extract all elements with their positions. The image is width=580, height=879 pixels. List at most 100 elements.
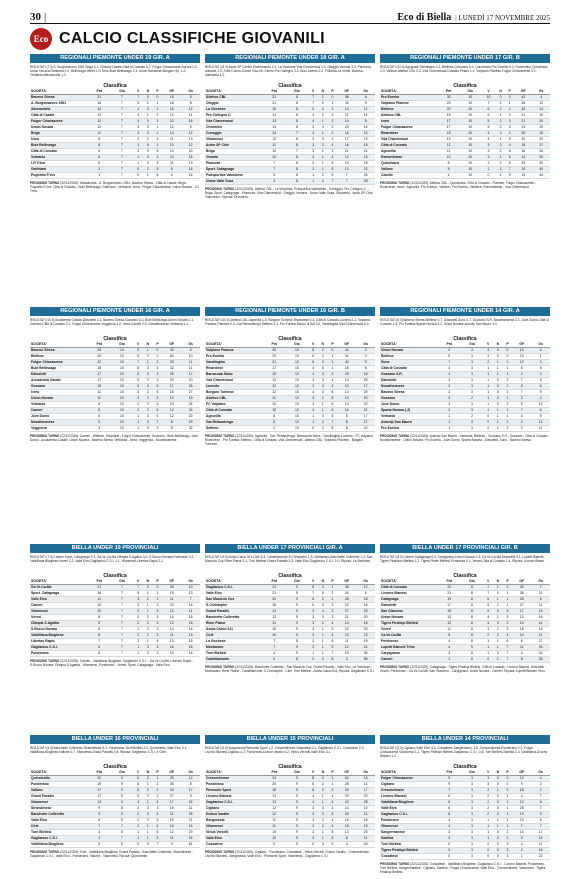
stat-cell: 1 [152, 106, 163, 113]
stat-cell: 10 [263, 626, 286, 633]
stat-cell: 4 [483, 614, 493, 621]
stat-cell: 10 [263, 407, 286, 414]
team-name: Valdilliana Biogliese [30, 632, 88, 639]
stat-cell: 21 [514, 118, 533, 125]
table-header-row: SOCIETA' Pnt Gio V N P GF Gs [205, 342, 375, 348]
stat-cell: 1 [483, 383, 493, 390]
stat-cell: 19 [88, 781, 111, 788]
stat-cell: 8 [327, 656, 338, 663]
team-name: Diavoletti [30, 371, 88, 378]
team-name: Città di Cossato [380, 584, 438, 591]
stat-cell: 10 [459, 148, 482, 155]
stat-cell: 2 [495, 148, 506, 155]
stat-cell: 14 [514, 154, 533, 161]
stat-cell: 4 [308, 112, 318, 119]
stat-cell: 8 [460, 650, 484, 657]
table-row: Cameri 1 8 0 1 7 8 26 [380, 656, 550, 663]
stat-cell: 12 [356, 584, 375, 591]
stat-cell: 13 [356, 154, 375, 161]
stat-cell: 26 [263, 347, 286, 354]
stat-cell: 10 [110, 371, 134, 378]
stat-cell: 6 [531, 407, 550, 414]
stat-cell: 12 [263, 377, 286, 384]
stat-cell: 7 [483, 584, 493, 591]
stat-cell: 7 [110, 590, 134, 597]
stat-cell: 7 [110, 130, 134, 137]
team-name: Rivarolese [205, 365, 263, 372]
stat-cell: 10 [162, 142, 182, 149]
stat-cell: 0 [502, 787, 513, 794]
stat-cell: 54 [162, 353, 182, 360]
stat-cell: 5 [152, 166, 163, 173]
stat-cell: 6 [308, 353, 318, 360]
table-row: Tigers Piraticpi Biellesi 12 8 3 3 2 13 11 [380, 620, 550, 627]
stat-cell: 8 [308, 347, 318, 354]
table-row: La Vischese 15 8 5 0 3 14 11 [205, 106, 375, 113]
team-name: Gozzano [30, 383, 88, 390]
stat-cell: 14 [531, 419, 550, 426]
stat-cell: 2 [483, 793, 493, 800]
stat-cell: 1 [327, 353, 338, 360]
stat-cell: 32 [162, 365, 182, 372]
table-header-row: SOCIETA' Pnt Gio V N P GF Gs [380, 89, 550, 95]
stat-cell: 5 [327, 166, 338, 173]
stat-cell: 29 [532, 160, 550, 167]
stat-cell: 14 [531, 835, 550, 842]
stat-cell: 2 [133, 817, 143, 824]
column-header: Gio [110, 89, 134, 95]
stat-cell: 11 [181, 112, 200, 119]
stat-cell: 12 [512, 359, 532, 366]
stat-cell: 8 [460, 626, 484, 633]
stat-cell: 3 [531, 359, 550, 366]
stat-cell: 13 [337, 829, 357, 836]
team-name: Aosta Calcio 511 [205, 626, 263, 633]
table-row: Banchette Colleretto 12 9 3 3 3 21 20 [205, 614, 375, 621]
table-row: Torri Biellesi 4 8 1 1 6 12 29 [30, 829, 200, 836]
stat-cell: 3 [460, 799, 484, 806]
section-title: BIELLA UNDER 14 PROVINCIALI [380, 735, 550, 744]
team-name: Gaglianico C.S.I. [205, 799, 263, 806]
stat-cell: 3 [308, 124, 318, 131]
stat-cell: 0 [492, 347, 503, 354]
team-name: Vallone [30, 787, 88, 794]
stat-cell: 0 [142, 118, 153, 125]
stat-cell: 7 [110, 94, 134, 101]
standings-section: BIELLA UNDER 17 PROVINCIALI GIR. B RISULT… [380, 544, 550, 678]
stat-cell: 10 [110, 377, 134, 384]
stat-cell: 2 [317, 419, 328, 426]
team-name: Quinchiara [380, 160, 438, 167]
stat-cell: 3 [460, 353, 484, 360]
stat-cell: 6 [327, 389, 338, 396]
stat-cell: 23 [181, 419, 200, 426]
stat-cell: 42 [514, 94, 533, 101]
stat-cell: 2 [142, 596, 153, 603]
stat-cell: 3 [483, 781, 493, 788]
results-text: RISULTATI (5 ll) Baveno Stresa-Biellese … [380, 318, 549, 327]
stat-cell: 2 [495, 106, 506, 113]
team-name: Vda Charvensod [205, 377, 263, 384]
stat-cell: 7 [438, 359, 461, 366]
column-header: V [483, 579, 493, 585]
stat-cell: 1 [317, 166, 328, 173]
stat-cell: 1 [438, 172, 460, 179]
stat-cell: 20 [356, 401, 375, 408]
stat-cell: 21 [88, 584, 111, 591]
stat-cell: 6 [327, 407, 338, 414]
section-title: REGIONALI PIEMONTE UNDER 14 GIR. A [380, 307, 550, 316]
stat-cell: 1 [492, 614, 503, 621]
stat-cell: 1 [502, 371, 513, 378]
stat-cell: 3 [495, 130, 506, 137]
table-row: Carpignano 3 8 1 0 7 4 42 [380, 650, 550, 657]
stat-cell: 3 [308, 811, 318, 818]
stat-cell: 1 [495, 172, 506, 179]
column-header: P [505, 89, 515, 95]
table-row: Gar.Rebaudengo 5 10 1 2 7 8 27 [205, 419, 375, 426]
stat-cell: 10 [285, 365, 309, 372]
stat-cell: 5 [181, 94, 200, 101]
stat-cell: 15 [438, 130, 460, 137]
stat-cell: 2 [327, 136, 338, 143]
stat-cell: 1 [327, 775, 338, 782]
table-header-row: SOCIETA' Pnt Gio V N P GF Gs [30, 89, 200, 95]
stat-cell: 4 [531, 395, 550, 402]
table-row: Baveno Stresa 3 3 1 0 2 7 9 [380, 389, 550, 396]
